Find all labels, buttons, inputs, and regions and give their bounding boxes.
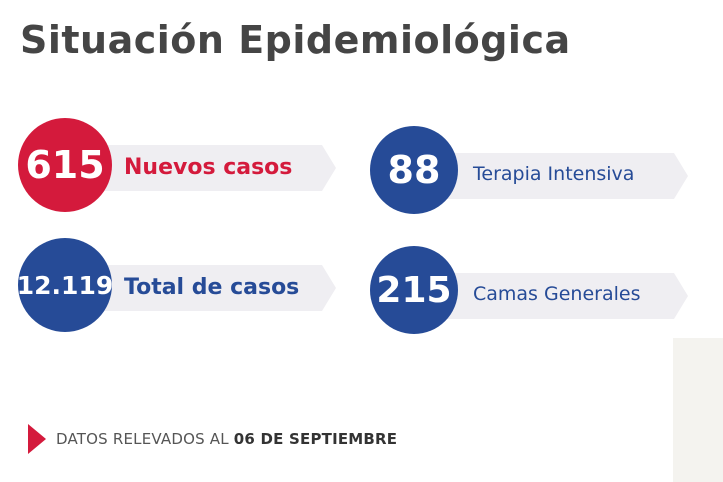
footer-date: 06 DE SEPTIEMBRE <box>233 430 398 448</box>
stat-label: Nuevos casos <box>124 155 293 180</box>
stat-value: 88 <box>387 148 441 192</box>
stat-band <box>436 153 688 199</box>
stat-nuevos-casos: 615 Nuevos casos <box>18 118 336 218</box>
stat-band <box>88 145 336 191</box>
stat-total-casos: 12.119 Total de casos <box>16 238 336 338</box>
stat-camas-generales: 215 Camas Generales <box>370 246 688 346</box>
stat-label: Total de casos <box>124 275 300 300</box>
stat-value: 12.119 <box>16 270 114 300</box>
stat-value-circle: 215 <box>370 246 458 334</box>
stat-label: Terapia Intensiva <box>473 163 635 185</box>
stat-value: 615 <box>25 143 105 187</box>
stat-value-circle: 615 <box>18 118 112 212</box>
footer-text: DATOS RELEVADOS AL 06 DE SEPTIEMBRE <box>56 430 397 448</box>
page-title: Situación Epidemiológica <box>20 18 571 62</box>
triangle-marker-icon <box>28 424 46 454</box>
stat-label: Camas Generales <box>473 283 641 305</box>
stat-value-circle: 12.119 <box>16 238 114 332</box>
stat-value-circle: 88 <box>370 126 458 214</box>
stat-band <box>436 273 688 319</box>
stat-band <box>88 265 336 311</box>
stat-terapia-intensiva: 88 Terapia Intensiva <box>370 126 688 226</box>
stat-value: 215 <box>376 269 452 311</box>
data-date-note: DATOS RELEVADOS AL 06 DE SEPTIEMBRE <box>28 424 397 454</box>
side-overlay <box>673 338 723 482</box>
footer-prefix: DATOS RELEVADOS AL <box>56 430 234 448</box>
